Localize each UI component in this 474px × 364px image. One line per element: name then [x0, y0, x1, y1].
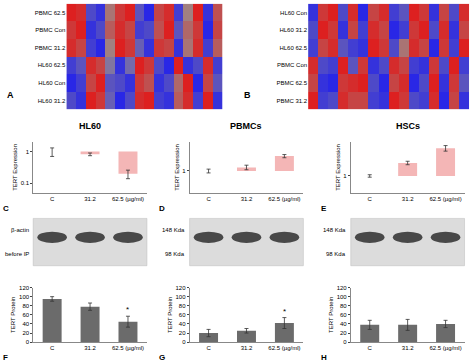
- svg-text:60: 60: [340, 312, 347, 318]
- svg-text:80: 80: [22, 303, 29, 309]
- svg-text:31.2: 31.2: [84, 345, 96, 351]
- svg-text:98 Kda: 98 Kda: [165, 251, 185, 257]
- svg-text:60: 60: [179, 312, 186, 318]
- svg-text:98 Kda: 98 Kda: [326, 251, 346, 257]
- svg-text:20: 20: [179, 330, 186, 336]
- svg-text:31.2: 31.2: [402, 345, 414, 351]
- svg-text:120: 120: [19, 285, 30, 291]
- svg-text:HL60 62.5: HL60 62.5: [38, 62, 66, 68]
- svg-text:F: F: [3, 353, 8, 362]
- svg-text:PBMC 62.5: PBMC 62.5: [35, 10, 66, 16]
- svg-text:β-actin: β-actin: [11, 227, 29, 233]
- svg-text:TERT Protein: TERT Protein: [328, 297, 334, 333]
- svg-text:1: 1: [343, 173, 347, 179]
- svg-text:PBMC Con: PBMC Con: [35, 27, 65, 33]
- svg-text:40: 40: [340, 321, 347, 327]
- svg-text:TERT Protein: TERT Protein: [167, 297, 173, 333]
- svg-text:62.5 (µg/ml): 62.5 (µg/ml): [112, 196, 144, 202]
- svg-text:*: *: [126, 305, 129, 314]
- svg-text:62.5 (µg/ml): 62.5 (µg/ml): [268, 345, 300, 351]
- svg-text:62.5 (µg/ml): 62.5 (µg/ml): [268, 196, 300, 202]
- svg-text:TERT Expression: TERT Expression: [12, 144, 18, 191]
- svg-text:31.2: 31.2: [241, 196, 253, 202]
- svg-text:60: 60: [22, 312, 29, 318]
- svg-text:120: 120: [175, 285, 186, 291]
- svg-text:TERT Expression: TERT Expression: [174, 144, 180, 191]
- svg-text:20: 20: [340, 330, 347, 336]
- svg-text:HL60: HL60: [79, 121, 101, 131]
- svg-text:C: C: [206, 345, 211, 351]
- svg-text:PBMC Con: PBMC Con: [277, 62, 307, 68]
- svg-text:B: B: [244, 90, 251, 100]
- svg-text:C: C: [3, 204, 9, 213]
- svg-text:HSCs: HSCs: [396, 121, 420, 131]
- svg-text:1: 1: [26, 149, 30, 155]
- svg-text:100: 100: [337, 294, 348, 300]
- svg-text:D: D: [159, 204, 165, 213]
- svg-text:HL60 Con: HL60 Con: [280, 10, 307, 16]
- svg-text:1: 1: [182, 168, 186, 174]
- svg-text:*: *: [283, 307, 286, 316]
- svg-text:C: C: [50, 196, 55, 202]
- svg-text:PBMC 62.5: PBMC 62.5: [276, 80, 307, 86]
- svg-text:PBMC 31.2: PBMC 31.2: [276, 98, 307, 104]
- svg-text:HL60 31.2: HL60 31.2: [38, 98, 66, 104]
- svg-text:H: H: [321, 353, 327, 362]
- svg-text:148 Kda: 148 Kda: [162, 227, 185, 233]
- svg-text:62.5 (µg/ml): 62.5 (µg/ml): [429, 345, 461, 351]
- svg-text:0: 0: [182, 339, 186, 345]
- svg-text:before IP: before IP: [5, 251, 29, 257]
- svg-text:62.5 (µg/ml): 62.5 (µg/ml): [112, 345, 144, 351]
- svg-text:100: 100: [175, 294, 186, 300]
- svg-text:G: G: [159, 353, 165, 362]
- svg-text:HL60 Con: HL60 Con: [38, 80, 65, 86]
- svg-text:100: 100: [19, 294, 30, 300]
- svg-text:PBMC 31.2: PBMC 31.2: [35, 45, 66, 51]
- svg-text:40: 40: [22, 321, 29, 327]
- svg-text:31.2: 31.2: [84, 196, 96, 202]
- svg-text:A: A: [7, 90, 14, 100]
- svg-text:C: C: [206, 196, 211, 202]
- svg-text:31.2: 31.2: [241, 345, 253, 351]
- svg-text:0: 0: [343, 339, 347, 345]
- svg-text:PBMCs: PBMCs: [230, 121, 262, 131]
- svg-text:E: E: [321, 204, 327, 213]
- svg-text:C: C: [368, 196, 373, 202]
- svg-text:C: C: [50, 345, 55, 351]
- svg-text:62.5 (µg/ml): 62.5 (µg/ml): [429, 196, 461, 202]
- svg-text:0.1: 0.1: [21, 180, 30, 186]
- svg-text:120: 120: [337, 285, 348, 291]
- svg-text:0: 0: [26, 339, 30, 345]
- svg-text:148 Kda: 148 Kda: [323, 227, 346, 233]
- svg-text:20: 20: [22, 330, 29, 336]
- svg-text:40: 40: [179, 321, 186, 327]
- svg-text:HL60 62.5: HL60 62.5: [279, 45, 307, 51]
- svg-text:80: 80: [179, 303, 186, 309]
- svg-text:C: C: [368, 345, 373, 351]
- svg-text:31.2: 31.2: [402, 196, 414, 202]
- svg-text:80: 80: [340, 303, 347, 309]
- svg-text:HL60 31.2: HL60 31.2: [279, 27, 307, 33]
- svg-text:TERT Protein: TERT Protein: [10, 297, 16, 333]
- svg-text:TERT Expression: TERT Expression: [335, 144, 341, 191]
